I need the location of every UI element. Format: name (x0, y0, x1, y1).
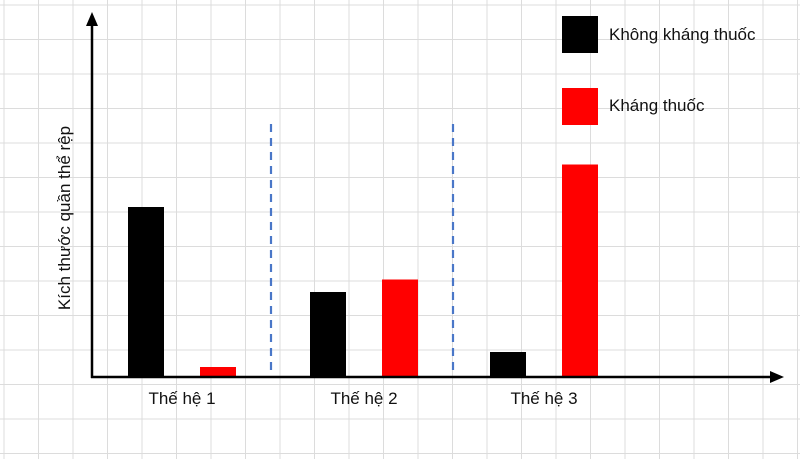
x-tick-label: Thế hệ 1 (148, 389, 215, 408)
x-tick-label: Thế hệ 2 (330, 389, 397, 408)
axes (86, 12, 784, 383)
bar-khang-thuoc-1 (200, 367, 236, 377)
x-tick-labels: Thế hệ 1 Thế hệ 2 Thế hệ 3 (148, 389, 577, 408)
bar-khang-thuoc-3 (562, 164, 598, 377)
x-tick-label: Thế hệ 3 (510, 389, 577, 408)
legend: Không kháng thuốc Kháng thuốc (562, 16, 756, 125)
bar-khong-khang-thuoc-1 (128, 207, 164, 377)
bar-khong-khang-thuoc-2 (310, 292, 346, 377)
y-axis-arrow (86, 12, 98, 26)
legend-label: Không kháng thuốc (609, 25, 756, 44)
bar-khong-khang-thuoc-3 (490, 352, 526, 377)
legend-swatch (562, 16, 598, 53)
legend-swatch (562, 88, 598, 125)
bars (128, 164, 598, 377)
legend-label: Kháng thuốc (609, 96, 705, 115)
x-axis-arrow (770, 371, 784, 383)
separators (269, 124, 455, 376)
bar-khang-thuoc-2 (382, 279, 418, 377)
y-axis-label: Kích thước quần thể rệp (55, 126, 74, 310)
